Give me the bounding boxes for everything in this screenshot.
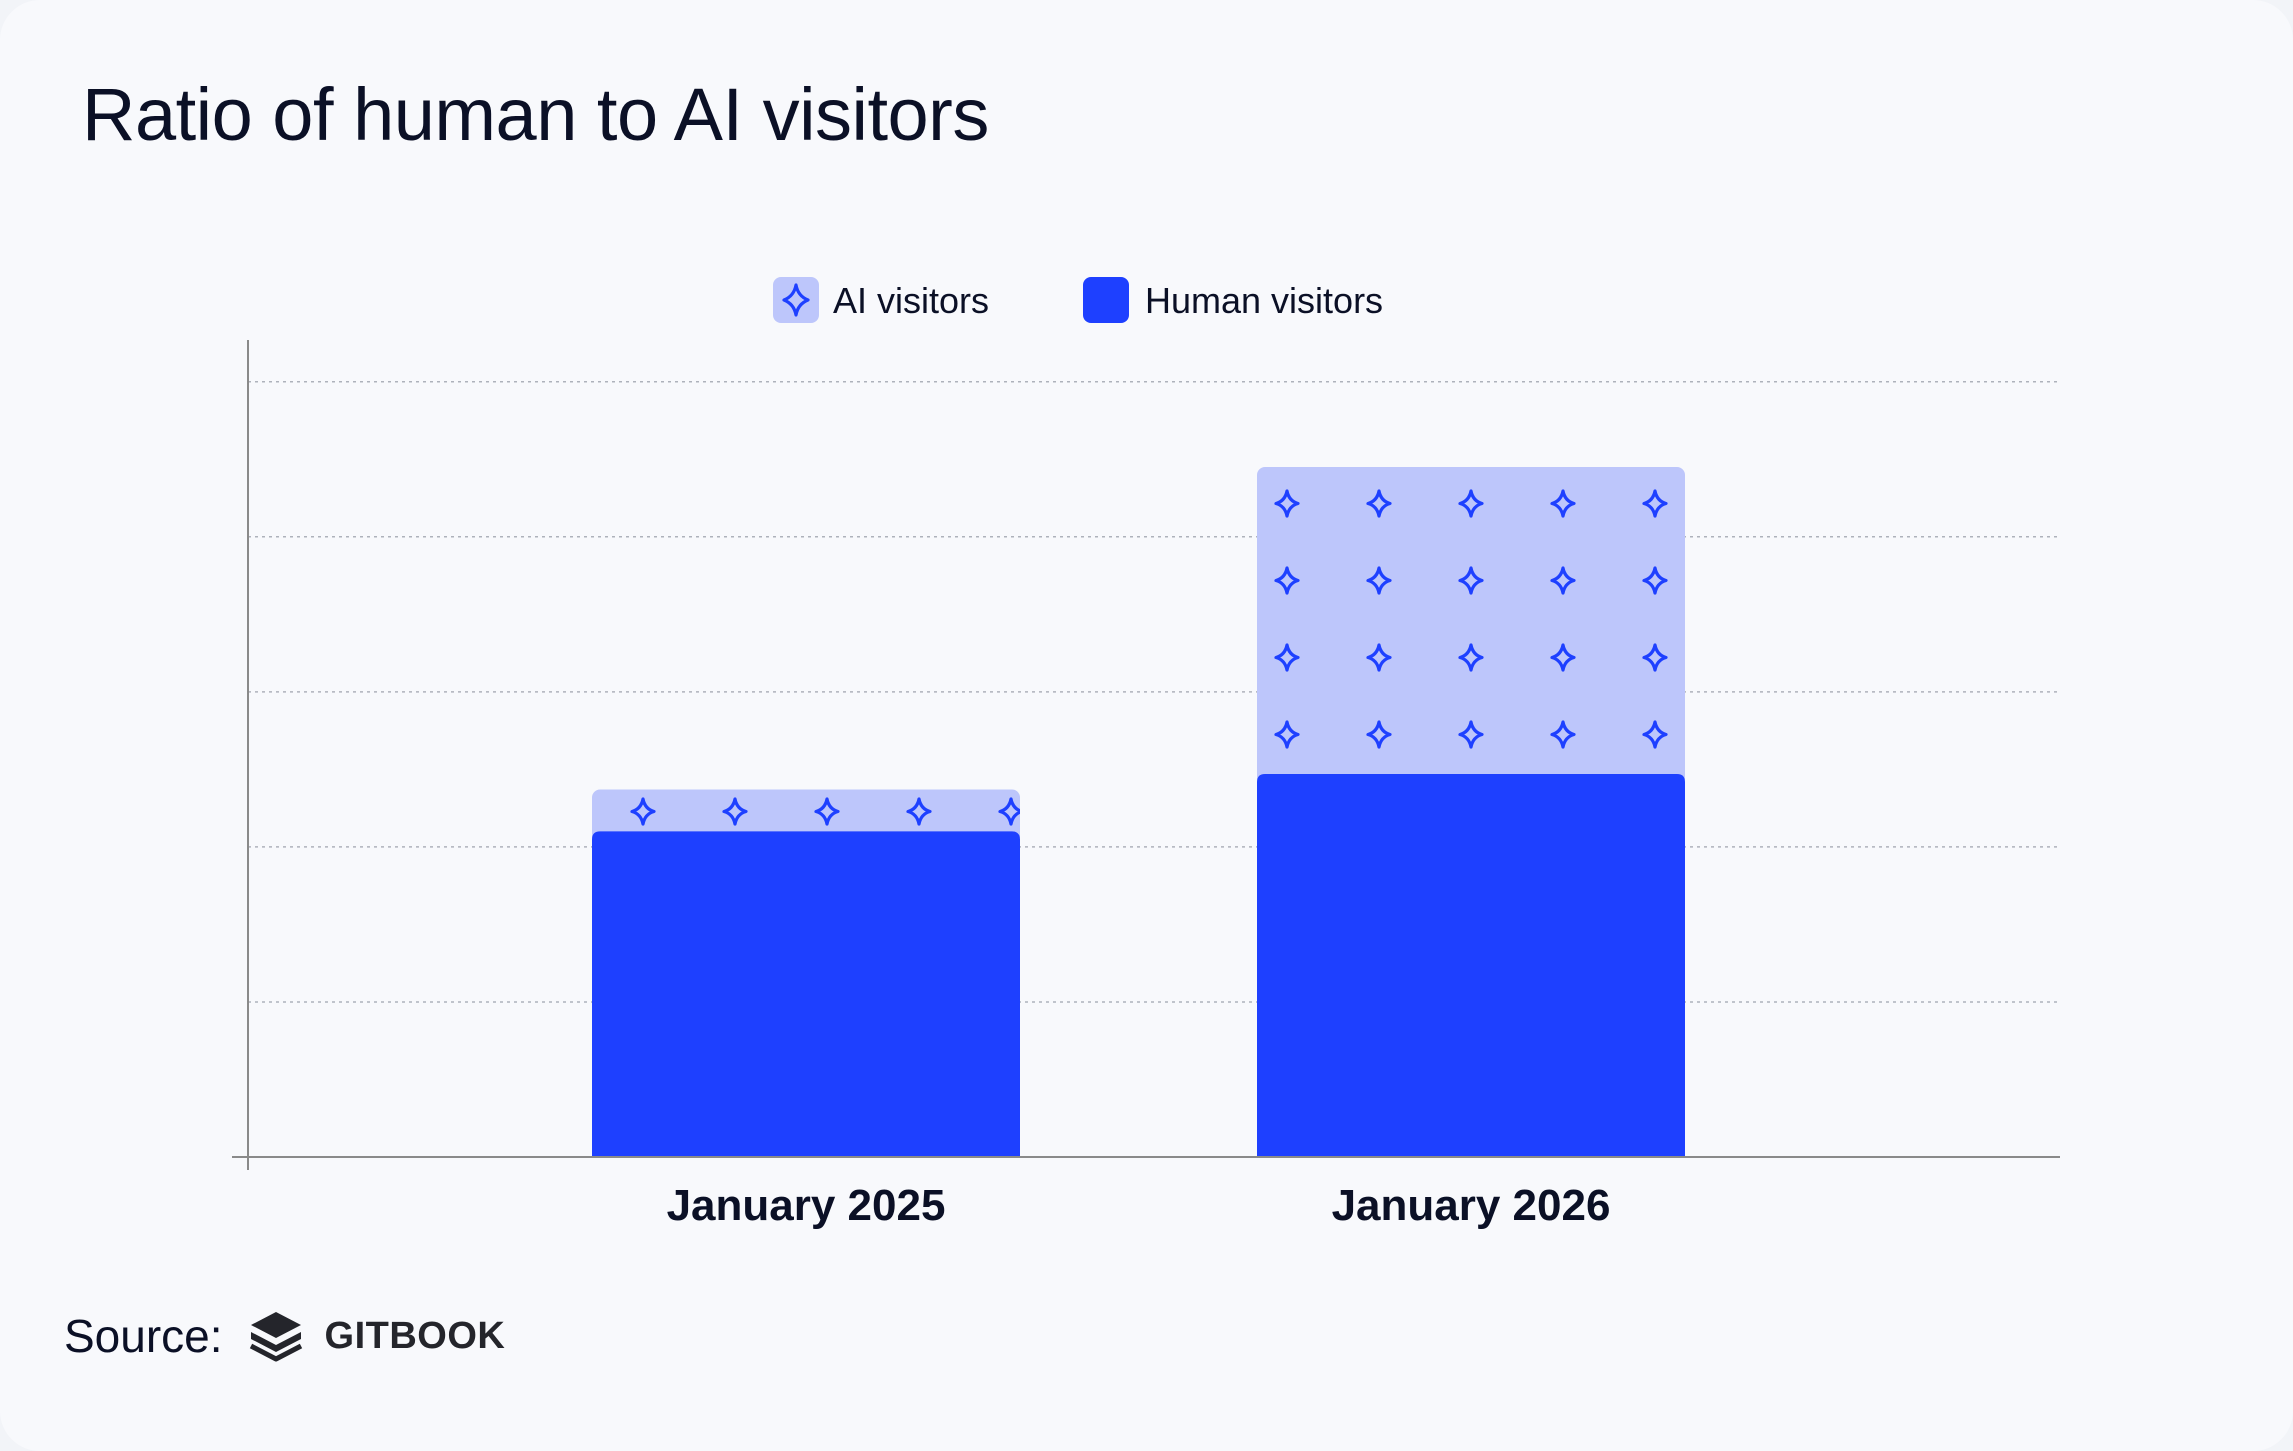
brand-name: GITBOOK <box>324 1314 506 1357</box>
gitbook-logo-icon <box>249 1312 302 1362</box>
square-icon <box>1083 277 1129 323</box>
bar-ai-visitors <box>592 789 1020 844</box>
x-tick-label: January 2026 <box>1332 1181 1611 1230</box>
legend-item-human-visitors: Human visitors <box>1083 277 1383 323</box>
gitbook-brand: GITBOOK <box>245 1308 506 1364</box>
legend-label-ai: AI visitors <box>833 280 989 321</box>
sparkle-icon <box>782 283 810 317</box>
chart-title: Ratio of human to AI visitors <box>82 73 989 156</box>
source-label: Source: <box>64 1310 223 1362</box>
x-tick-label: January 2025 <box>667 1181 946 1230</box>
legend-label-human: Human visitors <box>1145 280 1383 321</box>
source: Source: GITBOOK <box>64 1306 505 1366</box>
bar-ai-visitors <box>1257 466 1685 787</box>
bar-human-visitors <box>1257 774 1685 1157</box>
legend-item-ai-visitors: AI visitors <box>773 277 989 323</box>
legend-swatch-ai <box>773 277 819 323</box>
bar-human-visitors <box>592 831 1020 1157</box>
